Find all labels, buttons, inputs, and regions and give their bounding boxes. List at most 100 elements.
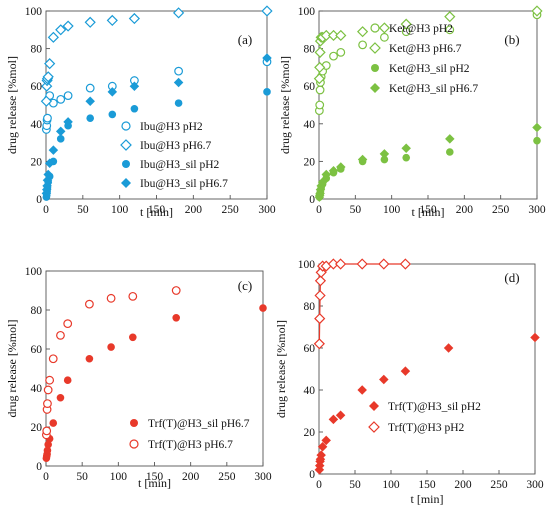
data-point — [532, 122, 542, 133]
y-tick-label: 100 — [298, 6, 316, 18]
data-point — [106, 293, 116, 303]
y-axis-label: drug release [%mol] — [5, 56, 19, 154]
data-point — [171, 286, 181, 295]
plot-frame — [45, 270, 264, 467]
data-point — [378, 22, 390, 34]
x-tick-label: 100 — [110, 471, 128, 483]
series-1 — [41, 286, 181, 440]
x-tick-label: 200 — [454, 479, 472, 491]
data-point — [533, 136, 541, 145]
panel-d-chart: 0 50 100 150 200 250 300 0 20 40 60 80 100 t [min] dru… — [274, 258, 544, 506]
data-point — [43, 169, 53, 180]
x-tick-label: 100 — [383, 204, 401, 216]
series-2 — [315, 136, 541, 201]
data-point — [316, 450, 326, 460]
legend-label: Trf(T)@H3_sil pH2 — [388, 401, 481, 413]
data-point — [444, 11, 456, 23]
data-point — [43, 385, 53, 395]
x-tick-label: 150 — [148, 204, 166, 216]
legend-label: Ket@H3 pH2 — [389, 23, 453, 35]
data-point — [379, 374, 389, 385]
x-tick-label: 0 — [316, 479, 322, 491]
plot-frame — [318, 263, 536, 475]
data-point — [315, 85, 325, 95]
data-point — [62, 20, 74, 32]
legend-marker — [121, 178, 131, 188]
series-line — [318, 263, 406, 344]
x-tick-label: 200 — [456, 204, 474, 216]
x-tick-label: 300 — [528, 204, 546, 216]
legend-label: Ket@H3 pH6.7 — [389, 43, 462, 55]
data-point — [63, 376, 72, 385]
data-point — [42, 71, 54, 83]
data-point — [400, 366, 411, 376]
y-axis-label: drug release [%mol] — [278, 56, 292, 154]
legend-label: Ibu@H3_sil pH2 — [140, 159, 220, 171]
legend: Ket@H3 pH2 Ket@H3 pH6.7 Ket@H3_sil pH2 Ket@… — [369, 23, 478, 95]
panel-label: (b) — [504, 32, 519, 47]
legend-marker — [130, 419, 138, 427]
data-point — [172, 314, 180, 322]
data-point — [107, 343, 115, 351]
data-point — [314, 46, 326, 58]
data-point — [42, 426, 52, 436]
data-point — [48, 354, 58, 364]
data-point — [357, 154, 368, 165]
y-tick-label: 100 — [298, 259, 316, 271]
series-0 — [42, 304, 267, 463]
data-point — [317, 177, 328, 187]
legend-label: Ibu@H3 pH6.7 — [140, 140, 212, 152]
legend: Trf(T)@H3_sil pH2 Trf(T)@H3 pH2 — [368, 401, 481, 434]
x-axis-label: t [min] — [138, 476, 171, 490]
data-point — [445, 134, 455, 144]
series-3 — [41, 53, 272, 199]
data-point — [42, 175, 53, 185]
data-point — [328, 414, 339, 425]
legend-marker — [122, 160, 130, 168]
data-point — [106, 14, 118, 26]
data-point — [129, 81, 140, 91]
data-point — [85, 354, 94, 363]
y-tick-label: 60 — [304, 343, 316, 355]
data-point — [56, 393, 65, 402]
data-point — [357, 26, 369, 38]
y-tick-label: 40 — [304, 119, 316, 131]
panel-c-chart: 0 50 100 150 200 250 300 0 20 40 60 80 100 t [min] dru… — [5, 266, 272, 490]
data-point — [63, 319, 73, 329]
series-1 — [40, 5, 273, 107]
x-tick-label: 250 — [490, 479, 508, 491]
x-tick-label: 150 — [146, 471, 164, 483]
panel-label: (c) — [238, 278, 252, 293]
data-point — [173, 77, 184, 88]
x-tick-label: 150 — [418, 479, 436, 491]
data-point — [49, 419, 58, 427]
legend-marker — [369, 401, 379, 411]
y-tick-label: 60 — [31, 81, 43, 93]
data-point — [45, 375, 55, 385]
panel-b-chart: 0 50 100 150 200 250 300 0 20 40 60 80 100 t [min] dru… — [278, 5, 546, 219]
x-axis-label: t [min] — [411, 492, 444, 506]
y-tick-label: 20 — [304, 156, 316, 168]
data-point — [130, 104, 139, 113]
data-point — [320, 29, 332, 42]
data-point — [44, 58, 56, 70]
y-tick-label: 20 — [31, 422, 43, 434]
legend-label: Trf(T)@H3 pH6.7 — [148, 439, 233, 451]
data-point — [357, 385, 367, 395]
x-tick-label: 0 — [43, 204, 49, 216]
data-point — [327, 258, 339, 270]
data-point — [108, 110, 117, 119]
x-tick-label: 50 — [77, 204, 89, 216]
data-point — [47, 31, 59, 43]
x-tick-label: 300 — [254, 471, 272, 483]
x-tick-label: 0 — [316, 204, 322, 216]
y-tick-label: 80 — [304, 44, 316, 56]
legend-marker — [121, 121, 131, 131]
series-1 — [313, 258, 411, 350]
x-tick-label: 300 — [258, 204, 276, 216]
data-point — [173, 7, 185, 19]
legend-label: Trf(T)@H3_sil pH6.7 — [148, 418, 250, 430]
data-point — [335, 29, 347, 42]
y-tick-label: 60 — [304, 81, 316, 93]
